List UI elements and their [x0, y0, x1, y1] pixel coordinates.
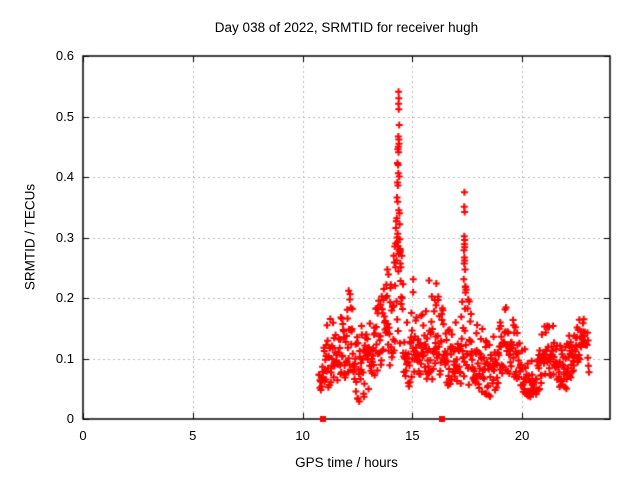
x-tick-label: 5 [189, 428, 197, 443]
y-tick-label: 0.1 [55, 350, 74, 366]
y-tick-label: 0.6 [55, 48, 74, 63]
x-tick-label: 10 [295, 428, 310, 443]
x-tick-label: 15 [405, 428, 420, 443]
y-tick-label: 0.2 [55, 290, 74, 305]
x-tick-label: 0 [79, 428, 87, 443]
y-tick-label: 0.3 [55, 229, 74, 245]
x-tick-label: 20 [514, 428, 530, 443]
y-tick-label: 0.5 [55, 108, 74, 124]
y-tick-label: 0.4 [55, 169, 74, 184]
y-tick-label: 0 [66, 411, 74, 426]
